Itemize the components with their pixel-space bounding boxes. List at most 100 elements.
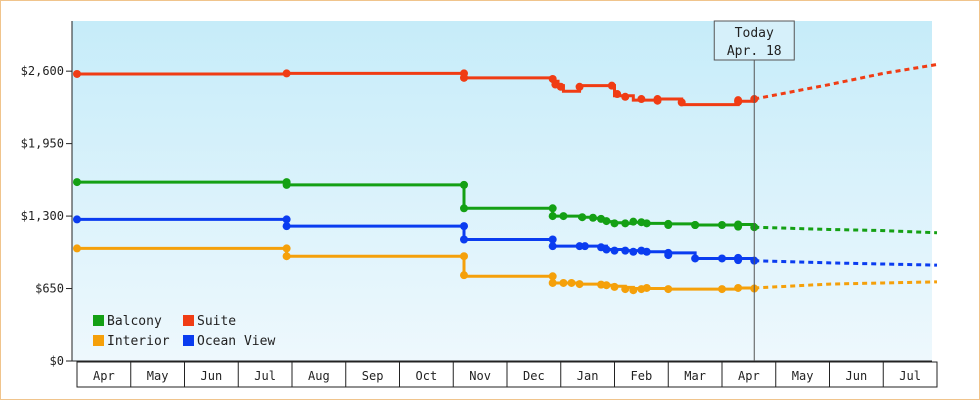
data-point — [548, 204, 557, 213]
data-point — [589, 213, 597, 222]
x-tick-label: Dec — [523, 369, 545, 383]
data-point — [73, 178, 81, 187]
data-point — [664, 251, 673, 260]
legend-item: Interior — [93, 334, 170, 349]
data-point — [73, 215, 81, 224]
data-point — [734, 222, 743, 231]
x-tick-label: May — [792, 369, 814, 383]
data-point — [460, 222, 468, 231]
data-point — [629, 286, 638, 295]
legend-label: Suite — [197, 314, 236, 329]
data-point — [578, 213, 587, 222]
x-tick-label: Mar — [684, 369, 706, 383]
data-point — [621, 285, 630, 294]
today-date: Apr. 18 — [727, 44, 782, 59]
x-tick-label: Apr — [738, 369, 760, 383]
series-forecast-line — [753, 62, 938, 101]
data-point — [575, 280, 584, 289]
data-point — [734, 283, 743, 292]
data-point — [282, 244, 291, 253]
series-forecast-line — [754, 259, 938, 267]
data-point — [653, 96, 662, 105]
x-tick-label: Jul — [899, 369, 921, 383]
data-point — [642, 219, 651, 228]
x-tick-label: Jun — [846, 369, 868, 383]
data-point — [282, 69, 291, 78]
series-suite — [73, 62, 938, 107]
series-interior — [73, 244, 938, 295]
y-tick-label: $0 — [50, 354, 64, 368]
data-point — [610, 282, 619, 291]
data-point — [460, 204, 468, 213]
data-point — [282, 215, 291, 224]
today-marker: Today Apr. 18 — [713, 20, 795, 361]
data-point — [460, 252, 468, 261]
legend-item: Suite — [183, 314, 236, 329]
data-point — [460, 271, 468, 280]
data-point — [575, 82, 584, 91]
data-point — [282, 180, 291, 189]
x-tick-label: Nov — [469, 369, 491, 383]
data-point — [559, 278, 568, 287]
data-point — [460, 180, 468, 189]
data-point — [548, 278, 557, 287]
data-point — [637, 95, 646, 104]
data-point — [556, 82, 565, 91]
data-point — [548, 272, 557, 281]
data-point — [664, 285, 673, 294]
data-point — [718, 285, 726, 294]
today-box — [713, 20, 795, 61]
data-point — [282, 252, 291, 261]
data-point — [548, 235, 557, 244]
data-point — [73, 69, 81, 78]
data-point — [664, 221, 673, 229]
data-point — [580, 242, 589, 251]
data-point — [610, 219, 619, 228]
data-point — [718, 221, 726, 229]
x-axis: Apr May Jun Jul Aug Sep Oct Nov Dec Jan Feb Mar Apr M… — [72, 360, 938, 388]
series-balcony — [73, 178, 938, 235]
data-point — [460, 235, 468, 244]
data-point — [567, 278, 576, 287]
data-point — [677, 98, 686, 107]
x-tick-label: Jul — [254, 369, 276, 383]
series-ocean-view — [73, 215, 938, 267]
data-point — [691, 254, 700, 263]
data-point — [621, 246, 630, 255]
series-layer — [73, 62, 938, 295]
legend-item: Ocean View — [183, 334, 275, 349]
data-point — [642, 247, 651, 256]
data-point — [602, 245, 611, 254]
legend-swatch — [183, 335, 194, 346]
x-tick-label: Jan — [577, 369, 599, 383]
legend: Balcony Suite Interior Ocean View — [93, 314, 275, 349]
data-point — [73, 244, 81, 253]
series-forecast-line — [754, 225, 938, 235]
data-point — [629, 247, 638, 256]
x-tick-label: May — [147, 369, 169, 383]
data-point — [607, 81, 616, 90]
x-tick-label: Jun — [201, 369, 223, 383]
data-point — [548, 242, 557, 251]
legend-label: Ocean View — [197, 334, 275, 349]
data-point — [621, 219, 630, 228]
data-point — [548, 212, 557, 221]
data-point — [559, 212, 568, 221]
data-point — [718, 254, 726, 263]
data-point — [602, 281, 611, 290]
y-tick-label: $650 — [35, 282, 64, 296]
today-label: Today — [735, 26, 774, 41]
data-point — [460, 73, 468, 82]
x-tick-label: Aug — [308, 369, 330, 383]
y-tick-label: $2,600 — [21, 64, 64, 78]
data-point — [734, 256, 743, 265]
y-axis: $0 $650 $1,300 $1,950 $2,600 — [21, 21, 73, 368]
data-point — [691, 221, 700, 229]
x-tick-label: Feb — [631, 369, 653, 383]
data-point — [613, 90, 622, 99]
legend-label: Interior — [107, 334, 170, 349]
legend-item: Balcony — [93, 314, 162, 329]
legend-swatch — [183, 315, 194, 326]
